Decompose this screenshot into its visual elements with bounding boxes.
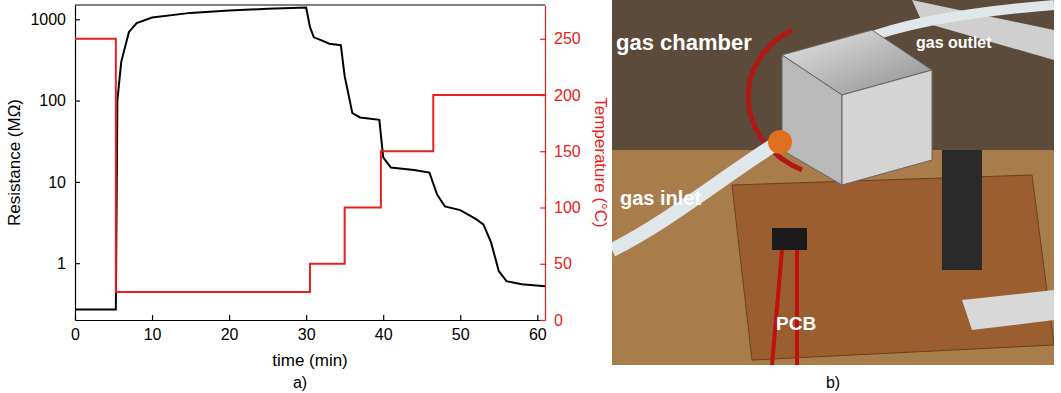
tick-label: 60 [529,326,547,343]
tick-label: 100 [39,92,66,109]
photo: gas chamber gas outlet gas inlet PCB [612,0,1054,365]
y-axis-title: Resistance (MΩ) [5,99,24,226]
tick: 0 [540,312,563,329]
tick: 40 [375,315,393,343]
tick-label: 40 [375,326,393,343]
x-axis-title: time (min) [272,351,348,370]
power-wires [772,250,797,365]
tick: 1 [57,255,80,272]
tick-mark [152,315,153,320]
y2-axis: 0 50 100 150 200 250 [540,6,581,329]
tick: 60 [529,315,547,343]
tick: 30 [298,315,316,343]
tick: 1000 [30,11,80,28]
line-resistance [75,7,545,309]
frame-top [75,4,545,5]
panel-label: a) [293,374,307,391]
tick-mark [306,315,307,320]
figure: 0 10 20 30 40 50 60 1 10 100 1000 0 50 100 150 200 250 ti… [0,0,1061,393]
tick-label: 10 [144,326,162,343]
tick: 100 [540,199,581,216]
tick-mark [540,264,545,265]
photo-background [612,0,1054,365]
chamber-side [842,70,932,185]
y2-axis-title: Temperature (°C) [591,97,610,228]
tick: 150 [540,143,581,160]
tick-label: 50 [452,326,470,343]
tick-mark [75,263,80,264]
tick-mark [75,101,80,102]
tick: 50 [452,315,470,343]
tick-label: 20 [221,326,239,343]
tick-mark [537,315,538,320]
tick-label: 1000 [30,11,66,28]
tick-label: 1 [57,255,66,272]
tick: 250 [540,30,581,47]
line-temperature [75,39,545,292]
tick-mark [460,315,461,320]
tick-label: 150 [554,143,581,160]
tick-label: 10 [48,174,66,191]
terminal-block [942,150,982,270]
panel-label: b) [826,374,840,391]
photo-label: gas chamber [616,30,752,55]
tick-mark [75,19,80,20]
tick-mark [540,151,545,152]
tube-inlet [612,140,782,250]
tick-label: 0 [71,326,80,343]
x-axis-line [76,320,546,321]
y2-axis-line [545,6,546,321]
tick-mark [383,315,384,320]
photo-label: PCB [776,313,816,334]
tick-mark [540,207,545,208]
tick-label: 250 [554,30,581,47]
chart: 0 10 20 30 40 50 60 1 10 100 1000 0 50 100 150 200 250 ti… [5,5,610,370]
tick-label: 50 [554,255,572,272]
y-axis-line [75,6,76,321]
tick-mark [75,182,80,183]
tick: 50 [540,255,572,272]
plot-area [75,7,545,309]
tick-mark [540,320,545,321]
tick-mark [540,39,545,40]
tick: 10 [48,174,80,191]
tick-label: 30 [298,326,316,343]
connector [772,228,807,250]
tick: 200 [540,87,581,104]
tick: 100 [39,92,80,109]
table [612,150,1054,365]
chamber-front [782,55,842,185]
tick: 20 [221,315,239,343]
photo-label: gas inlet [620,187,701,209]
photo-label: gas outlet [916,34,992,51]
ribbon-cable-2 [962,290,1054,330]
y-axis: 1 10 100 1000 [30,6,80,321]
tick-label: 200 [554,87,581,104]
tick-mark [229,315,230,320]
x-axis: 0 10 20 30 40 50 60 [71,315,547,343]
tick-label: 0 [554,312,563,329]
inlet-fitting [768,130,792,154]
tick-label: 100 [554,199,581,216]
tick: 10 [144,315,162,343]
